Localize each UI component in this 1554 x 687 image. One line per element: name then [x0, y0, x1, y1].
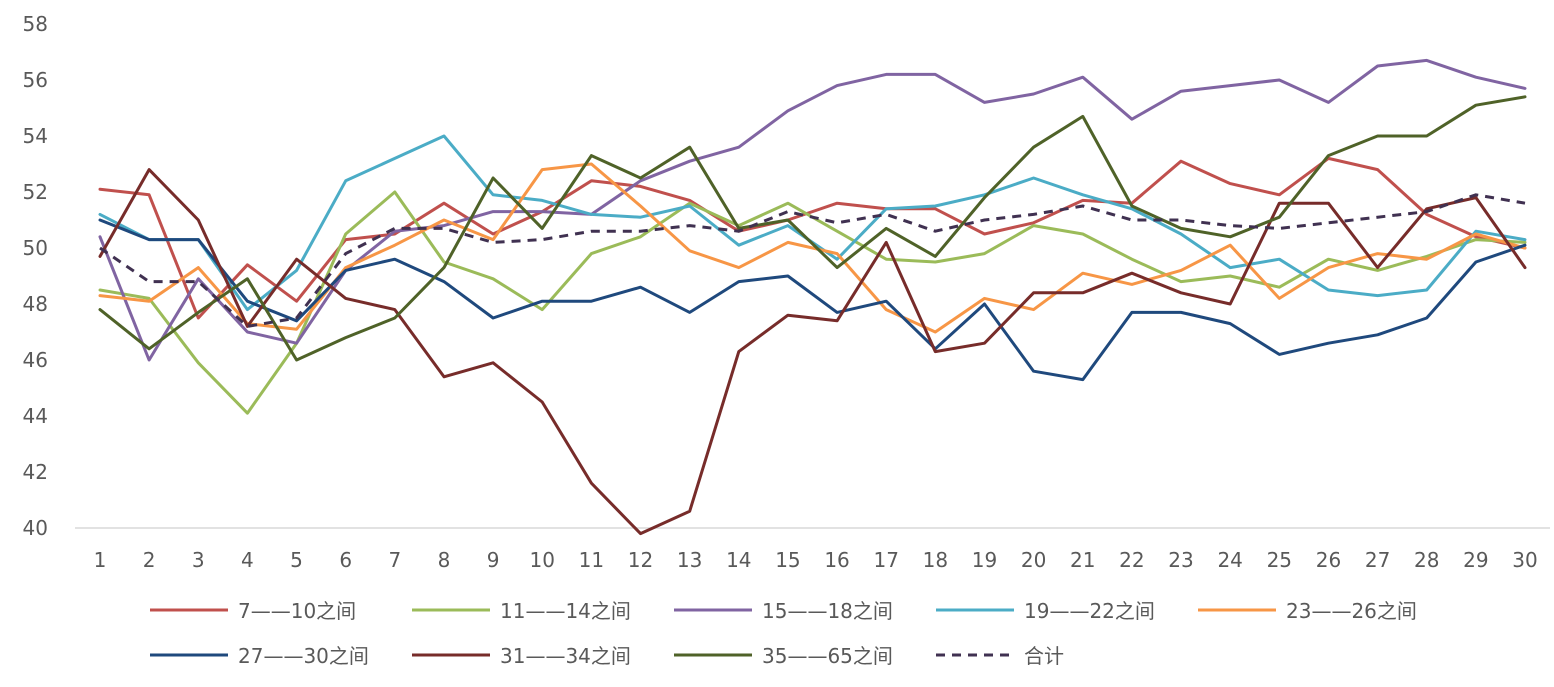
- legend-item: 7——10之间: [150, 599, 356, 623]
- legend-item: 15——18之间: [674, 599, 893, 623]
- series-line: 35——65之间: [98, 95, 1527, 362]
- x-tick-label: 23: [1168, 548, 1193, 572]
- x-axis: 1 2 3 4 5 6 7 8 9 10 11 12 13 14 15 16 17 18 19 20 21 22 23 24 2…: [94, 548, 1538, 572]
- y-tick-label: 56: [23, 68, 48, 92]
- x-tick-label: 24: [1217, 548, 1242, 572]
- x-tick-label: 20: [1021, 548, 1046, 572]
- legend-label: 27——30之间: [238, 644, 369, 668]
- y-tick-label: 40: [23, 516, 48, 540]
- series-line: 合计: [99, 193, 1526, 328]
- legend-item: 23——26之间: [1198, 599, 1417, 623]
- legend-label: 15——18之间: [762, 599, 893, 623]
- series-line: 23——26之间: [98, 162, 1527, 334]
- plot-area: 7——10之间11——14之间15——18之间19——22之间23——26之间2…: [98, 58, 1527, 536]
- y-tick-label: 58: [23, 12, 48, 36]
- y-tick-label: 50: [23, 236, 48, 260]
- legend-label: 31——34之间: [500, 644, 631, 668]
- legend-label: 19——22之间: [1024, 599, 1155, 623]
- x-tick-label: 15: [775, 548, 800, 572]
- y-tick-label: 48: [23, 292, 48, 316]
- x-tick-label: 27: [1365, 548, 1390, 572]
- x-tick-label: 5: [290, 548, 303, 572]
- y-tick-label: 52: [23, 180, 48, 204]
- x-tick-label: 9: [487, 548, 500, 572]
- legend-label: 35——65之间: [762, 644, 893, 668]
- x-tick-label: 30: [1512, 548, 1537, 572]
- series-line: 19——22之间: [98, 134, 1527, 312]
- legend-item: 合计: [936, 644, 1064, 668]
- legend-item: 19——22之间: [936, 599, 1155, 623]
- y-tick-label: 42: [23, 460, 48, 484]
- legend-label: 11——14之间: [500, 599, 631, 623]
- legend-item: 31——34之间: [412, 644, 631, 668]
- y-tick-label: 54: [23, 124, 48, 148]
- series-line: 15——18之间: [98, 58, 1527, 362]
- y-axis: 40 42 44 46 48 50 52 54 56 58: [23, 12, 48, 540]
- x-tick-label: 8: [438, 548, 451, 572]
- x-tick-label: 6: [339, 548, 352, 572]
- x-tick-label: 1: [94, 548, 107, 572]
- x-tick-label: 16: [824, 548, 849, 572]
- x-tick-label: 4: [241, 548, 254, 572]
- x-tick-label: 13: [677, 548, 702, 572]
- series-line: 31——34之间: [98, 168, 1527, 536]
- x-tick-label: 3: [192, 548, 205, 572]
- legend-item: 11——14之间: [412, 599, 631, 623]
- y-tick-label: 44: [23, 404, 48, 428]
- x-tick-label: 19: [972, 548, 997, 572]
- x-tick-label: 18: [923, 548, 948, 572]
- x-tick-label: 26: [1316, 548, 1341, 572]
- series-line: 27——30之间: [98, 218, 1527, 382]
- legend-label: 7——10之间: [238, 599, 356, 623]
- x-tick-label: 7: [388, 548, 401, 572]
- x-tick-label: 21: [1070, 548, 1095, 572]
- y-tick-label: 46: [23, 348, 48, 372]
- x-tick-label: 10: [530, 548, 555, 572]
- legend: 7——10之间 11——14之间 15——18之间 19——22之间 23——26之间 2…: [150, 599, 1417, 668]
- x-tick-label: 12: [628, 548, 653, 572]
- x-tick-label: 25: [1267, 548, 1292, 572]
- legend-item: 27——30之间: [150, 644, 369, 668]
- x-tick-label: 2: [143, 548, 156, 572]
- legend-item: 35——65之间: [674, 644, 893, 668]
- legend-label: 合计: [1024, 644, 1064, 668]
- x-tick-label: 28: [1414, 548, 1439, 572]
- x-tick-label: 29: [1463, 548, 1488, 572]
- x-tick-label: 17: [873, 548, 898, 572]
- x-tick-label: 14: [726, 548, 751, 572]
- legend-label: 23——26之间: [1286, 599, 1417, 623]
- x-tick-label: 11: [579, 548, 604, 572]
- x-tick-label: 22: [1119, 548, 1144, 572]
